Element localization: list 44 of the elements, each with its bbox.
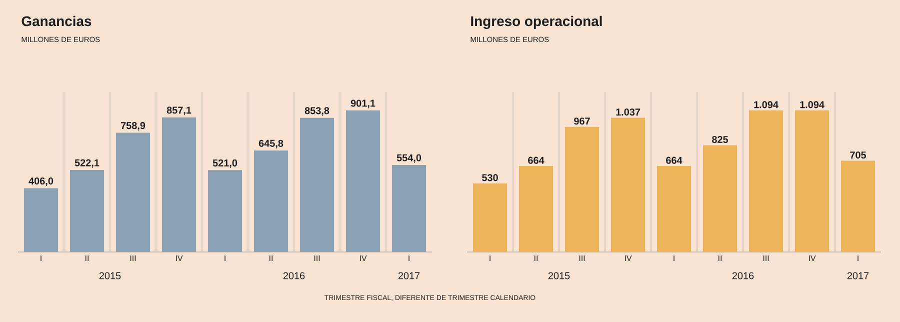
chart-title: Ganancias	[22, 16, 92, 26]
bar	[346, 110, 380, 252]
data-label: 758,9	[120, 122, 146, 131]
data-label: 521,0	[212, 159, 238, 168]
data-label: 1.094	[800, 101, 824, 108]
bar	[702, 145, 738, 252]
text: 2015	[99, 272, 121, 280]
data-label: 645,8	[258, 140, 284, 148]
bar	[392, 164, 426, 252]
data-label: 664	[666, 156, 682, 164]
bar	[840, 160, 876, 252]
text: 2016	[283, 272, 305, 280]
text: 2017	[847, 272, 869, 280]
data-label: 967	[574, 118, 590, 125]
text: 2017	[398, 272, 420, 280]
bar	[24, 188, 58, 252]
bar	[254, 150, 288, 252]
bar	[162, 117, 196, 252]
chart-title: Ingreso operacional	[471, 16, 602, 29]
data-label: 664	[528, 156, 544, 164]
bar	[610, 118, 646, 252]
data-label: 901,1	[350, 100, 376, 108]
bar	[748, 110, 784, 252]
data-label: 853,8	[304, 107, 330, 116]
data-label: 522,1	[74, 159, 100, 168]
data-label: 406,0	[28, 178, 54, 186]
text: 2016	[732, 272, 754, 280]
data-label: 857,1	[166, 106, 192, 116]
text: 2015	[548, 272, 570, 280]
data-label: 1.094	[754, 101, 778, 108]
data-label: 1.037	[616, 108, 640, 116]
bar	[208, 170, 242, 252]
data-label: 530	[482, 174, 498, 182]
data-label: 554,0	[396, 154, 422, 163]
bar	[116, 132, 150, 252]
bar	[564, 126, 600, 252]
bar	[518, 166, 554, 252]
data-label: 705	[850, 152, 866, 159]
bar	[300, 118, 334, 252]
bar	[656, 166, 692, 252]
data-label: 825	[712, 136, 728, 144]
bar	[70, 170, 104, 252]
bar	[472, 183, 508, 252]
bar	[794, 110, 830, 252]
